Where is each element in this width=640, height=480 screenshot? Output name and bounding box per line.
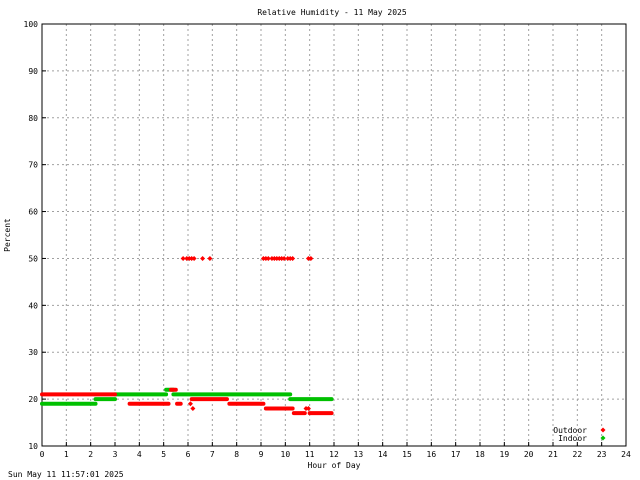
x-tick-label: 7: [210, 450, 215, 459]
x-tick-label: 1: [64, 450, 69, 459]
x-tick-label: 16: [427, 450, 437, 459]
outdoor-point: [207, 255, 213, 261]
footer-timestamp: Sun May 11 11:57:01 2025: [8, 470, 124, 479]
legend-marker-indoor: [600, 435, 606, 441]
outdoor-point: [190, 405, 196, 411]
legend-label-indoor: Indoor: [558, 434, 587, 443]
outdoor-point: [200, 255, 206, 261]
x-tick-label: 24: [621, 450, 631, 459]
y-tick-label: 60: [28, 208, 38, 217]
x-tick-label: 12: [329, 450, 339, 459]
series-layer: [40, 255, 334, 416]
chart-grid: [42, 24, 626, 446]
x-tick-label: 10: [281, 450, 291, 459]
outdoor-point: [290, 255, 296, 261]
y-axis-label: Percent: [3, 218, 12, 252]
outdoor-point: [281, 255, 287, 261]
y-tick-label: 100: [24, 20, 39, 29]
x-tick-label: 15: [402, 450, 412, 459]
legend-marker-outdoor: [600, 427, 606, 433]
y-tick-label: 40: [28, 301, 38, 310]
y-tick-label: 20: [28, 395, 38, 404]
x-tick-label: 20: [524, 450, 534, 459]
outdoor-point: [180, 255, 186, 261]
y-tick-label: 30: [28, 348, 38, 357]
legend-label-outdoor: Outdoor: [553, 426, 587, 435]
x-tick-label: 14: [378, 450, 388, 459]
axis-ticks: 0 1 2 3 4 5 6 7 8 9 10 11 12 13 14 15 16 17 18 19 20 21 22 23 24…: [24, 20, 631, 459]
x-tick-label: 17: [451, 450, 461, 459]
x-tick-label: 21: [548, 450, 558, 459]
series-outdoor: [40, 255, 334, 416]
y-tick-label: 50: [28, 254, 38, 263]
x-tick-label: 23: [597, 450, 607, 459]
outdoor-point: [305, 405, 311, 411]
x-tick-label: 6: [186, 450, 191, 459]
x-tick-label: 18: [475, 450, 485, 459]
y-tick-label: 80: [28, 114, 38, 123]
x-tick-label: 11: [305, 450, 315, 459]
x-axis-label: Hour of Day: [308, 461, 361, 470]
series-indoor: [40, 387, 334, 406]
x-tick-label: 5: [161, 450, 166, 459]
outdoor-point: [308, 255, 314, 261]
x-tick-label: 2: [88, 450, 93, 459]
x-tick-label: 3: [113, 450, 118, 459]
y-tick-label: 70: [28, 161, 38, 170]
x-tick-label: 19: [500, 450, 510, 459]
outdoor-point: [187, 401, 193, 407]
outdoor-point: [265, 255, 271, 261]
chart-title: Relative Humidity - 11 May 2025: [257, 8, 406, 17]
x-tick-label: 0: [40, 450, 45, 459]
x-tick-label: 13: [354, 450, 364, 459]
y-tick-label: 90: [28, 67, 38, 76]
x-tick-label: 22: [573, 450, 583, 459]
x-tick-label: 9: [259, 450, 264, 459]
x-tick-label: 4: [137, 450, 142, 459]
outdoor-point: [191, 255, 197, 261]
y-tick-label: 10: [28, 442, 38, 451]
x-tick-label: 8: [234, 450, 239, 459]
